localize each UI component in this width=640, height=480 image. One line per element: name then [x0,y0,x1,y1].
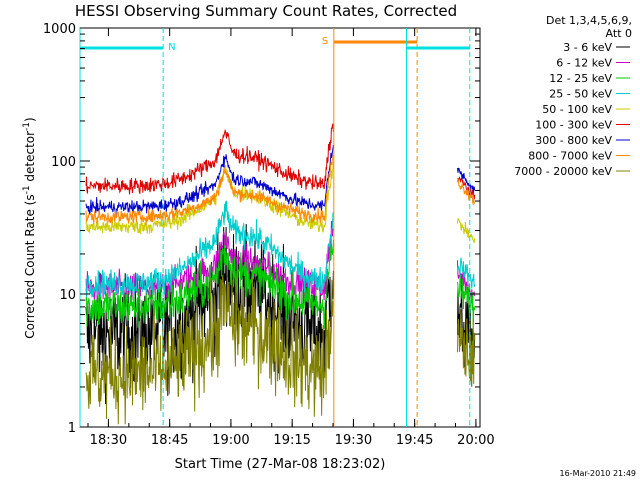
series-line-6-segment-0 [85,145,334,216]
series-line-4-segment-0 [85,161,334,235]
y-tick-label-0: 1 [68,421,76,436]
x-tick-label-0: 18:30 [90,433,127,448]
series-line-7-segment-0 [85,155,334,226]
legend-label-6: 300 - 800 keV [535,134,612,147]
y-axis: 1 10 100 1000 [43,22,480,436]
y-axis-label: Corrected Count Rate (s-1 detector-1) [22,117,37,338]
plot-area: NS [79,27,481,428]
x-tick-label-6: 20:00 [457,433,494,448]
x-tick-label-1: 18:45 [151,433,188,448]
series-line-5-segment-0 [85,123,334,195]
legend-label-1: 6 - 12 keV [556,57,612,70]
legend-label-7: 800 - 7000 keV [528,150,612,163]
series-line-3-segment-0 [85,200,334,299]
chart-title: HESSI Observing Summary Count Rates, Cor… [75,2,457,20]
series-line-8-segment-1 [457,309,476,387]
x-axis: 18:30 18:45 19:00 19:15 19:30 19:45 20:00 [87,28,495,448]
series-line-7-segment-1 [457,178,476,206]
flag-label-1: S [322,36,328,47]
legend-header-attenuator: Att 0 [606,27,632,40]
x-tick-label-5: 19:45 [396,433,433,448]
series-line-6-segment-1 [457,167,476,192]
legend-header-detectors: Det 1,3,4,5,6,9, [546,14,632,27]
legend-label-2: 12 - 25 keV [549,72,612,85]
x-axis-label: Start Time (27-Mar-08 18:23:02) [175,457,386,472]
flag-label-0: N [168,42,175,53]
y-tick-label-1: 10 [59,288,76,303]
legend-label-0: 3 - 6 keV [563,41,612,54]
legend: Det 1,3,4,5,6,9, Att 0 3 - 6 keV 6 - 12 k… [514,14,632,178]
x-tick-label-3: 19:15 [273,433,310,448]
x-tick-label-2: 19:00 [212,433,249,448]
legend-label-5: 100 - 300 keV [535,119,612,132]
series-line-2-segment-0 [85,239,334,330]
footer-date: 16-Mar-2010 21:49 [560,469,637,478]
series-line-8-segment-0 [85,270,334,425]
legend-label-4: 50 - 100 keV [542,103,612,116]
y-tick-label-3: 1000 [43,22,76,37]
x-tick-label-4: 19:30 [335,433,372,448]
legend-label-8: 7000 - 20000 keV [514,165,612,178]
series-line-3-segment-1 [457,257,476,289]
series-line-4-segment-1 [457,218,476,244]
y-tick-label-2: 100 [51,155,76,170]
legend-label-3: 25 - 50 keV [549,88,612,101]
